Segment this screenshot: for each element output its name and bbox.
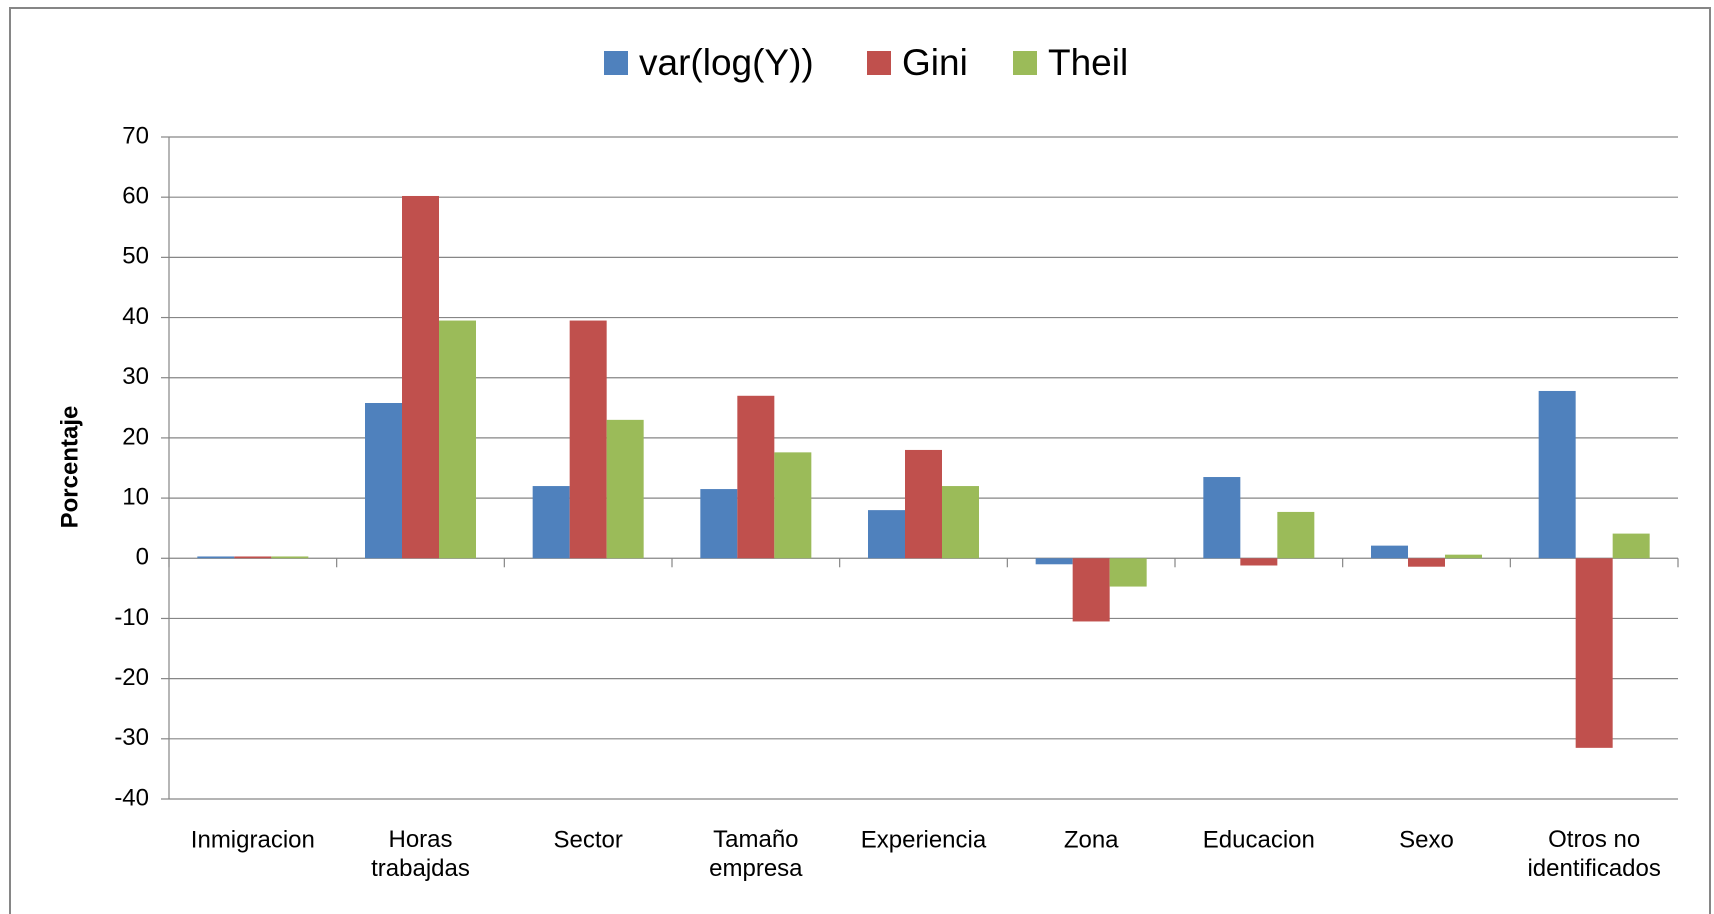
bar	[1408, 558, 1445, 567]
bar	[271, 556, 309, 559]
bar	[1371, 545, 1408, 559]
x-tick-label: Tamaño empresa	[709, 826, 803, 882]
chart-frame	[9, 7, 1711, 914]
y-tick-label: 10	[122, 483, 149, 510]
bar	[942, 486, 979, 559]
legend-swatch	[867, 51, 891, 75]
bar	[606, 419, 644, 559]
bar	[1072, 558, 1110, 622]
bar	[365, 403, 402, 559]
bar	[1035, 558, 1073, 565]
bar	[1203, 477, 1241, 559]
y-axis-label: Porcentaje	[56, 406, 83, 529]
bar	[569, 320, 607, 559]
x-tick-label: Educacion	[1203, 826, 1315, 853]
y-tick-label: 20	[122, 423, 149, 450]
legend-label: Gini	[902, 42, 968, 83]
x-tick-label: Horas trabajdas	[371, 826, 470, 882]
legend-swatch	[1013, 51, 1037, 75]
legend-label: var(log(Y))	[639, 42, 814, 83]
x-tick-label: Experiencia	[861, 826, 987, 853]
bar	[197, 556, 235, 559]
x-tick-label: Inmigracion	[191, 826, 315, 853]
y-tick-label: -30	[114, 724, 149, 751]
bar	[1575, 558, 1613, 748]
bar	[1109, 558, 1147, 587]
bar	[905, 449, 942, 559]
bar	[737, 395, 775, 559]
y-tick-label: -10	[114, 604, 149, 631]
bar	[1445, 554, 1482, 559]
y-tick-label: -40	[114, 784, 149, 811]
bar	[439, 320, 476, 559]
bar	[700, 489, 738, 559]
y-tick-label: 60	[122, 183, 149, 210]
y-tick-label: 50	[122, 243, 149, 270]
bar	[402, 195, 439, 559]
legend-swatch	[604, 51, 628, 75]
x-tick-label: Zona	[1064, 826, 1119, 853]
bar	[532, 486, 570, 559]
y-tick-label: -20	[114, 664, 149, 691]
bar	[774, 452, 812, 559]
bar	[868, 510, 905, 559]
x-tick-label: Sector	[553, 826, 622, 853]
y-tick-label: 0	[136, 544, 149, 571]
y-tick-label: 70	[122, 122, 149, 149]
legend-label: Theil	[1048, 42, 1128, 83]
bar	[1538, 390, 1576, 559]
bar	[234, 556, 272, 559]
bar	[1240, 558, 1278, 566]
bar	[1277, 511, 1315, 559]
y-tick-label: 40	[122, 303, 149, 330]
x-tick-label: Sexo	[1399, 826, 1454, 853]
bar	[1612, 533, 1650, 559]
x-tick-label: Otros no identificados	[1527, 826, 1660, 882]
y-tick-label: 30	[122, 363, 149, 390]
